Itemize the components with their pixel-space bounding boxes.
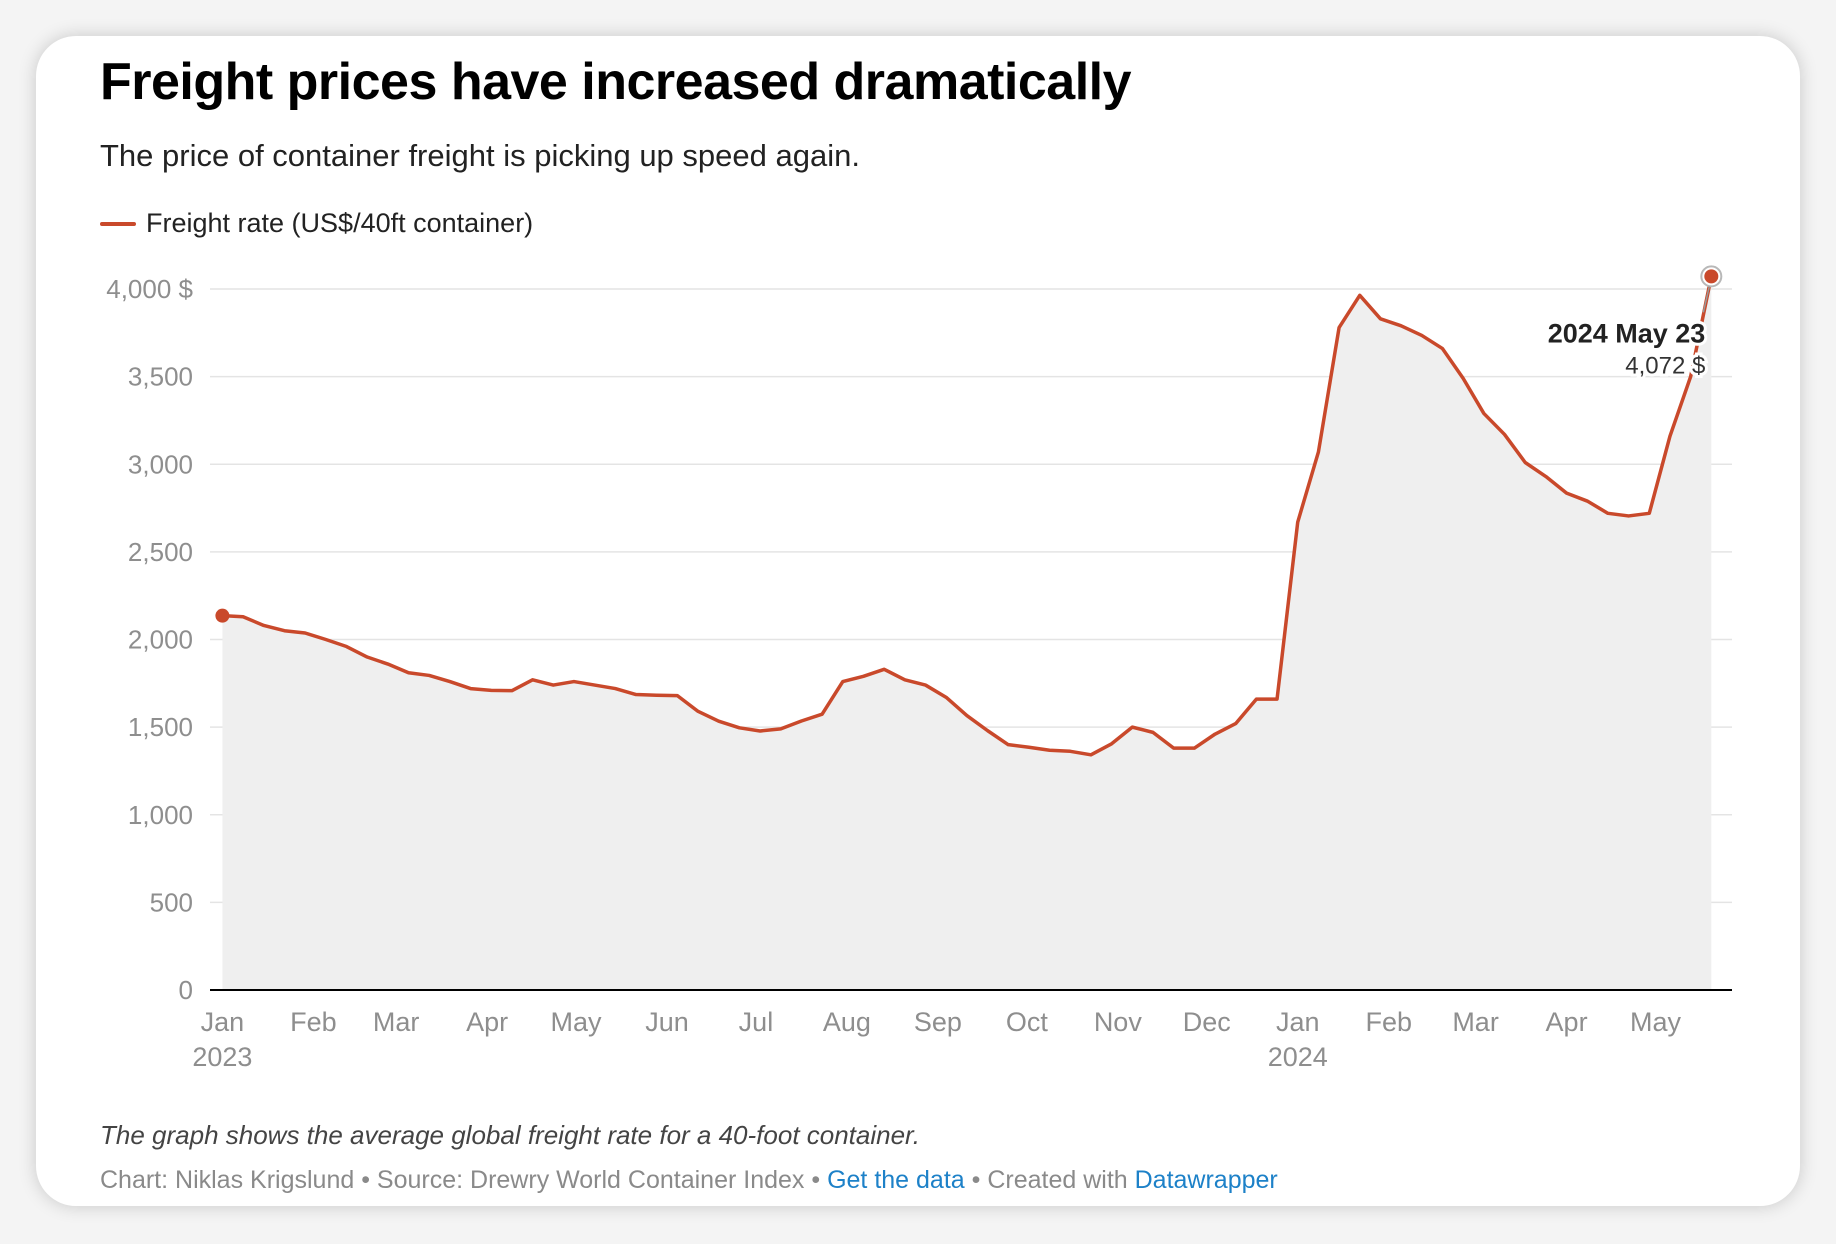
datawrapper-link[interactable]: Datawrapper (1134, 1166, 1278, 1194)
annotation-connector (1702, 286, 1711, 313)
series-line-freight-rate (220, 274, 1714, 757)
x-tick-label: May (1630, 1007, 1682, 1037)
chart-subtitle: The price of container freight is pickin… (100, 138, 860, 173)
x-tick-label: Jun (645, 1007, 689, 1037)
area-fill (222, 276, 1712, 991)
y-tick-label: 2,000 (128, 625, 193, 655)
y-tick-label: 1,500 (128, 712, 193, 742)
x-tick-label: Apr (466, 1007, 508, 1037)
y-tick-label: 500 (150, 887, 193, 917)
x-tick-label: Nov (1094, 1007, 1143, 1037)
x-tick-year-label: 2024 (1268, 1042, 1328, 1072)
x-tick-label: Aug (823, 1007, 871, 1037)
get-the-data-link[interactable]: Get the data (827, 1166, 965, 1194)
legend-line-swatch (100, 221, 136, 226)
annotation-date: 2024 May 23 (1548, 318, 1706, 348)
y-tick-label: 2,500 (128, 537, 193, 567)
credit-author: Chart: Niklas Krigslund (100, 1166, 355, 1194)
x-tick-label: May (551, 1007, 603, 1037)
x-tick-label: Jan (1276, 1007, 1320, 1037)
x-tick-label: Feb (1365, 1007, 1412, 1037)
annotation-value: 4,072 $ (1625, 352, 1705, 379)
chart-notes: The graph shows the average global freig… (100, 1120, 920, 1150)
legend-label: Freight rate (US$/40ft container) (146, 208, 534, 238)
chart-credits: Chart: Niklas Krigslund • Source: Drewry… (100, 1166, 1278, 1195)
x-tick-label: Jul (739, 1007, 774, 1037)
legend: Freight rate (US$/40ft container) (100, 208, 533, 239)
x-tick-label: Feb (290, 1007, 337, 1037)
y-tick-label: 0 (179, 975, 193, 1005)
x-tick-label: Oct (1006, 1007, 1049, 1037)
y-tick-label: 4,000 $ (106, 274, 193, 304)
y-tick-label: 1,000 (128, 800, 193, 830)
chart-title: Freight prices have increased dramatical… (100, 53, 1132, 111)
x-tick-year-label: 2023 (192, 1042, 252, 1072)
credit-sep: • Created with (964, 1166, 1135, 1194)
credit-source: Source: Drewry World Container Index (376, 1166, 805, 1194)
credit-sep: • (354, 1166, 377, 1194)
x-tick-label: Sep (914, 1007, 962, 1037)
start-point (215, 608, 230, 623)
x-tick-label: Dec (1183, 1007, 1231, 1037)
y-tick-label: 3,500 (128, 362, 193, 392)
credit-sep: • (804, 1166, 828, 1194)
x-tick-label: Mar (1452, 1007, 1499, 1037)
y-tick-label: 3,000 (128, 449, 193, 479)
x-tick-label: Jan (201, 1007, 245, 1037)
x-tick-label: Mar (373, 1007, 420, 1037)
end-point (1704, 269, 1719, 284)
x-tick-label: Apr (1546, 1007, 1588, 1037)
